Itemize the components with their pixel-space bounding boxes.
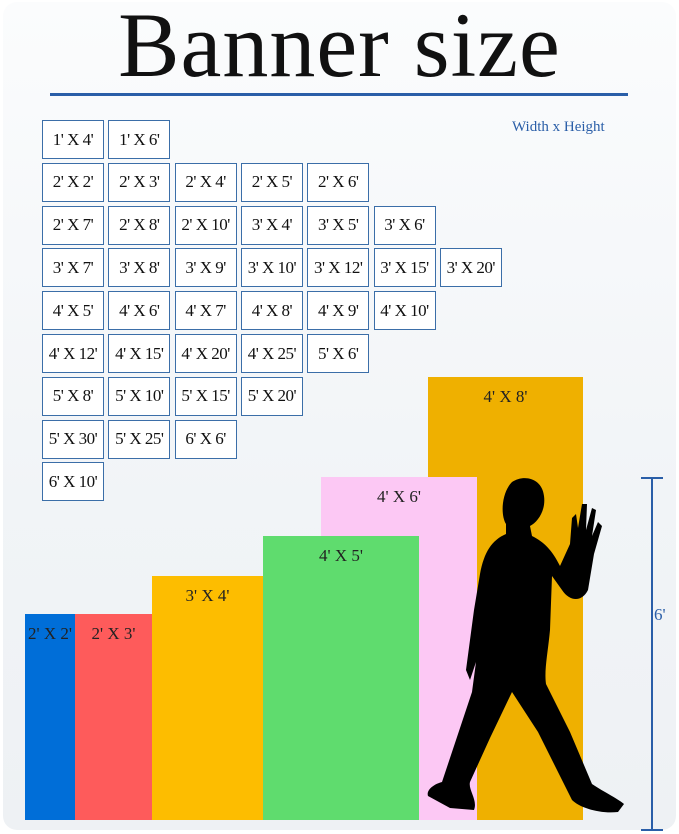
person-silhouette-icon — [427, 478, 624, 813]
size-cell: 2' X 2' — [42, 162, 104, 202]
size-cell: 2' X 4' — [174, 162, 237, 202]
size-cell: 4' X 25' — [240, 334, 303, 373]
size-cell: 1' X 6' — [108, 120, 171, 159]
size-cell: 4' X 15' — [108, 334, 171, 373]
size-cell: 5' X 30' — [42, 419, 104, 459]
size-cell: 5' X 20' — [240, 376, 303, 416]
size-cell: 5' X 15' — [174, 376, 237, 416]
size-cell: 3' X 4' — [240, 205, 303, 245]
size-cell: 3' X 9' — [174, 248, 237, 288]
size-cell: 2' X 3' — [108, 162, 171, 202]
size-cell: 3' X 5' — [307, 205, 370, 245]
size-cell: 3' X 15' — [373, 248, 436, 288]
page-title: Banner size — [118, 0, 561, 96]
title-underline — [50, 93, 628, 96]
measure-cap-top — [641, 477, 663, 479]
banner-bar-label: 4' X 6' — [377, 487, 421, 506]
size-cell: 2' X 7' — [42, 205, 104, 245]
size-cell: 6' X 10' — [42, 462, 104, 502]
measure-cap-bottom — [641, 829, 663, 831]
banner-bar-label: 4' X 5' — [319, 546, 363, 565]
size-cell: 4' X 9' — [307, 291, 370, 331]
size-cell: 5' X 8' — [42, 376, 104, 416]
measure-label: 6' — [654, 605, 666, 624]
size-cell: 4' X 7' — [174, 291, 237, 331]
banner-bar: 3' X 4' — [152, 576, 263, 820]
size-cell: 3' X 6' — [373, 205, 436, 245]
dimension-legend: Width x Height — [512, 119, 605, 135]
size-cell: 5' X 10' — [108, 376, 171, 416]
banner-bar-label: 3' X 4' — [185, 586, 230, 605]
size-cell: 3' X 7' — [42, 248, 104, 288]
size-cell: 4' X 20' — [174, 334, 237, 373]
size-cell: 6' X 6' — [174, 419, 237, 459]
size-cell: 2' X 6' — [307, 162, 370, 202]
size-cell: 3' X 12' — [307, 248, 370, 288]
size-cell: 3' X 10' — [240, 248, 303, 288]
size-cell: 4' X 5' — [42, 291, 104, 331]
banner-bar: 2' X 2' — [25, 614, 75, 820]
size-cell: 3' X 20' — [439, 248, 502, 288]
banner-bar-label: 2' X 3' — [91, 624, 136, 643]
size-cell: 2' X 5' — [240, 162, 303, 202]
size-cell: 2' X 8' — [108, 205, 171, 245]
size-cell: 4' X 8' — [240, 291, 303, 331]
size-cell: 5' X 6' — [307, 334, 370, 373]
size-cell: 5' X 25' — [108, 419, 171, 459]
size-cell: 4' X 12' — [42, 334, 104, 373]
size-cell: 3' X 8' — [108, 248, 171, 288]
size-cell: 4' X 6' — [108, 291, 171, 331]
banner-bar-label: 4' X 8' — [483, 387, 528, 406]
size-cell: 2' X 10' — [174, 205, 237, 245]
height-measure-line — [651, 478, 653, 830]
banner-bar-label: 2' X 2' — [28, 624, 72, 643]
banner-bar: 2' X 3' — [75, 614, 152, 820]
banner-bar: 4' X 5' — [263, 536, 419, 820]
size-cell: 4' X 10' — [373, 291, 436, 331]
size-cell: 1' X 4' — [42, 120, 104, 159]
